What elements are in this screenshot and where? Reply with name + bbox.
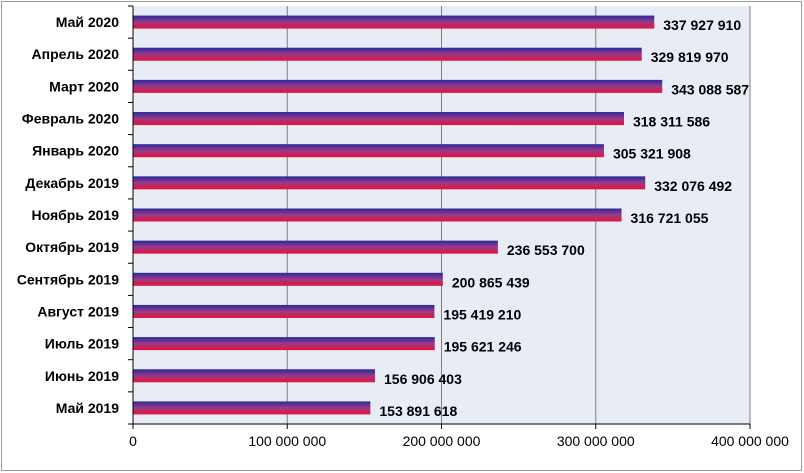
axes: 0 100 000 000 200 000 000 300 000 000 400 00… <box>128 5 789 449</box>
category-label: Ноябрь 2019 <box>32 207 120 223</box>
data-label: 332 076 492 <box>654 178 732 194</box>
data-label: 236 553 700 <box>507 242 585 258</box>
data-label: 343 088 587 <box>671 81 749 97</box>
bar <box>133 304 435 318</box>
category-label: Август 2019 <box>37 303 119 319</box>
data-label: 156 906 403 <box>384 371 462 387</box>
category-label: Май 2020 <box>56 14 119 30</box>
data-label: 153 891 618 <box>379 403 457 419</box>
x-tick-label: 400 000 000 <box>711 433 789 449</box>
bar <box>133 337 435 351</box>
bar <box>133 176 646 190</box>
category-label: Июнь 2019 <box>45 368 119 384</box>
labels: Май 2020 337 927 910 Апрель 2020 329 819 97… <box>17 14 750 419</box>
bar <box>133 240 498 254</box>
category-label: Февраль 2020 <box>22 111 119 127</box>
data-label: 195 621 246 <box>444 339 522 355</box>
bar <box>133 369 376 383</box>
bar <box>133 112 624 126</box>
bar <box>133 208 622 222</box>
data-label: 337 927 910 <box>663 17 741 33</box>
category-label: Апрель 2020 <box>32 46 120 62</box>
bar <box>133 79 663 93</box>
data-label: 200 865 439 <box>452 274 530 290</box>
bar <box>133 144 604 158</box>
category-label: Декабрь 2019 <box>25 175 119 191</box>
data-label: 195 419 210 <box>443 306 521 322</box>
category-label: Май 2019 <box>56 400 119 416</box>
bars <box>133 15 663 415</box>
data-label: 316 721 055 <box>631 210 709 226</box>
data-label: 305 321 908 <box>613 146 691 162</box>
x-tick-label: 200 000 000 <box>403 433 481 449</box>
x-tick-label: 0 <box>129 433 137 449</box>
bar <box>133 47 642 61</box>
data-label: 329 819 970 <box>651 49 729 65</box>
bar <box>133 15 655 29</box>
category-label: Октябрь 2019 <box>25 239 119 255</box>
category-label: Июль 2019 <box>45 336 119 352</box>
category-label: Сентябрь 2019 <box>17 271 119 287</box>
data-label: 318 311 586 <box>633 114 710 130</box>
x-tick-label: 300 000 000 <box>557 433 635 449</box>
bar <box>133 272 443 286</box>
category-label: Январь 2020 <box>32 143 119 159</box>
x-tick-label: 100 000 000 <box>248 433 326 449</box>
category-label: Март 2020 <box>49 78 119 94</box>
bar <box>133 401 371 415</box>
